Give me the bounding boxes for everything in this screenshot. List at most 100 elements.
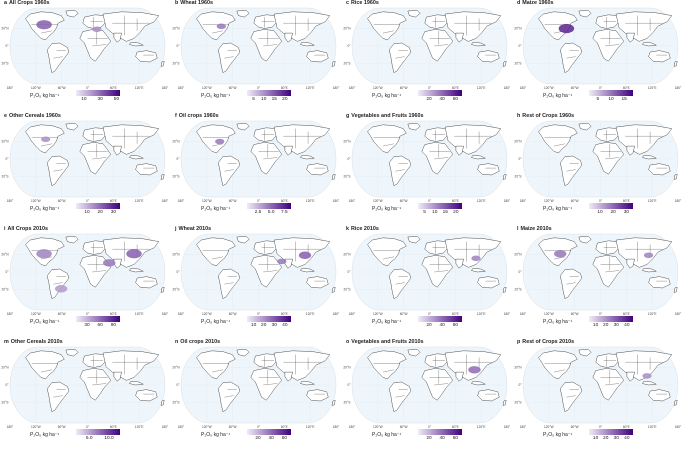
land-polygon: [421, 368, 454, 401]
legend-tick-label: 60: [452, 436, 459, 441]
land-polygon: [559, 381, 583, 412]
land-polygon: [642, 380, 658, 386]
country-border: [382, 143, 394, 147]
land-polygon: [407, 236, 421, 244]
latitude-label: 0°: [176, 157, 180, 161]
panel-title-text: All Crops 1960s: [9, 0, 50, 6]
longitude-label: 60°E: [110, 425, 117, 429]
legend-tick-label: 10: [432, 210, 438, 215]
longitude-label: 120°W: [31, 86, 41, 90]
longitude-label: 120°W: [373, 199, 383, 203]
country-border: [224, 169, 234, 172]
legend-tick-label: 2.5: [254, 210, 262, 215]
land-polygon: [673, 286, 678, 293]
land-polygon: [236, 349, 250, 357]
longitude-label: 120°E: [477, 425, 486, 429]
land-polygon: [217, 381, 241, 412]
legend-tick-label: 15: [621, 97, 627, 102]
longitude-label: 120°E: [306, 425, 315, 429]
country-border: [40, 30, 52, 34]
legend-tick-label: 40: [624, 323, 630, 328]
map-panel-k: k Rice 2010s 20°N 0° 20°S 180° 120°W 60°W 0° 60°E…: [342, 226, 513, 339]
longitude-label: 180°: [504, 312, 511, 316]
land-polygon: [538, 124, 578, 154]
panel-letter: m: [4, 339, 9, 345]
longitude-label: 180°: [7, 425, 14, 429]
land-polygon: [626, 32, 635, 43]
map-panel-b: b Wheat 1960s 20°N 0° 20°S 180° 120°W 60°W 0° 60°…: [171, 0, 342, 113]
land-polygon: [502, 173, 507, 180]
longitude-label: 120°W: [373, 312, 383, 316]
country-border: [211, 30, 223, 34]
legend-unit-label: P₂O₅ kg ha⁻¹: [30, 319, 60, 325]
longitude-label: 180°: [349, 312, 356, 316]
latitude-label: 0°: [518, 44, 522, 48]
legend-tick-label: 20: [603, 436, 609, 441]
land-polygon: [196, 11, 236, 41]
panel-title-text: Other Cereals 2010s: [10, 339, 63, 345]
panel-title-text: Rice 2010s: [351, 226, 379, 232]
latitude-label: 20°N: [514, 253, 522, 257]
land-polygon: [331, 399, 336, 406]
legend-color-ramp: [247, 90, 291, 96]
land-polygon: [46, 381, 70, 412]
land-polygon: [79, 29, 112, 62]
legend-color-ramp: [76, 90, 120, 96]
legend-tick-label: 20: [97, 210, 103, 215]
legend-color-ramp: [247, 429, 291, 435]
world-map: 20°N 0° 20°S 180° 120°W 60°W 0° 60°E 120°E 180°: [1, 120, 169, 203]
country-border: [395, 169, 405, 172]
longitude-label: 60°W: [229, 86, 237, 90]
panel-title-text: All Crops 2010s: [7, 226, 48, 232]
legend-unit-label: P₂O₅ kg ha⁻¹: [372, 206, 402, 212]
longitude-label: 120°E: [135, 425, 144, 429]
legend-tick-label: 5: [423, 210, 426, 215]
longitude-label: 60°W: [571, 86, 579, 90]
latitude-label: 20°S: [173, 174, 180, 178]
longitude-label: 180°: [333, 425, 340, 429]
legend-color-ramp: [589, 90, 633, 96]
country-border: [434, 157, 449, 160]
legend-tick-label: 60: [281, 436, 288, 441]
country-border: [605, 270, 620, 273]
longitude-label: 180°: [162, 425, 169, 429]
application-hotspot: [126, 249, 142, 259]
legend-tick-label: 10: [592, 436, 599, 441]
country-border: [53, 56, 63, 59]
panel-title-text: Maize 2010s: [520, 226, 552, 232]
land-polygon: [113, 32, 122, 43]
color-legend: P₂O₅ kg ha⁻¹ 20 40 60: [342, 429, 513, 451]
country-border: [40, 369, 52, 373]
legend-tick-label: 10: [261, 97, 267, 102]
world-map: 20°N 0° 20°S 180° 120°W 60°W 0° 60°E 120°E 180°: [514, 7, 682, 90]
longitude-label: 120°E: [648, 425, 657, 429]
latitude-label: 20°S: [344, 287, 351, 291]
land-masses: [25, 123, 165, 186]
land-polygon: [559, 268, 583, 299]
land-polygon: [559, 155, 583, 186]
legend-tick-label: 20: [282, 97, 288, 102]
land-polygon: [578, 236, 592, 244]
legend-tick-label: 10: [250, 323, 257, 328]
country-border: [553, 143, 565, 147]
legend-ticks: 30 60 90: [76, 323, 120, 330]
map-panel-o: o Vegetables and Fruits 2010s 20°N 0° 20°S 18…: [342, 339, 513, 452]
world-map: 20°N 0° 20°S 180° 120°W 60°W 0° 60°E 120°E 180°: [514, 120, 682, 203]
longitude-label: 180°: [7, 86, 14, 90]
panel-letter: c: [346, 0, 349, 6]
legend-ticks: 20 40 60: [418, 323, 462, 330]
latitude-label: 20°N: [343, 27, 351, 31]
legend-tick-label: 30: [623, 210, 630, 215]
longitude-label: 180°: [520, 86, 527, 90]
land-masses: [196, 123, 336, 186]
panel-title-text: Rice 1960s: [351, 0, 379, 6]
longitude-label: 60°E: [623, 312, 630, 316]
land-polygon: [502, 286, 507, 293]
land-polygon: [592, 142, 625, 175]
country-border: [92, 157, 107, 160]
panel-letter: j: [175, 226, 177, 232]
panel-letter: f: [175, 113, 177, 119]
panel-letter: h: [517, 113, 521, 119]
land-polygon: [129, 41, 145, 47]
longitude-label: 120°E: [306, 86, 315, 90]
